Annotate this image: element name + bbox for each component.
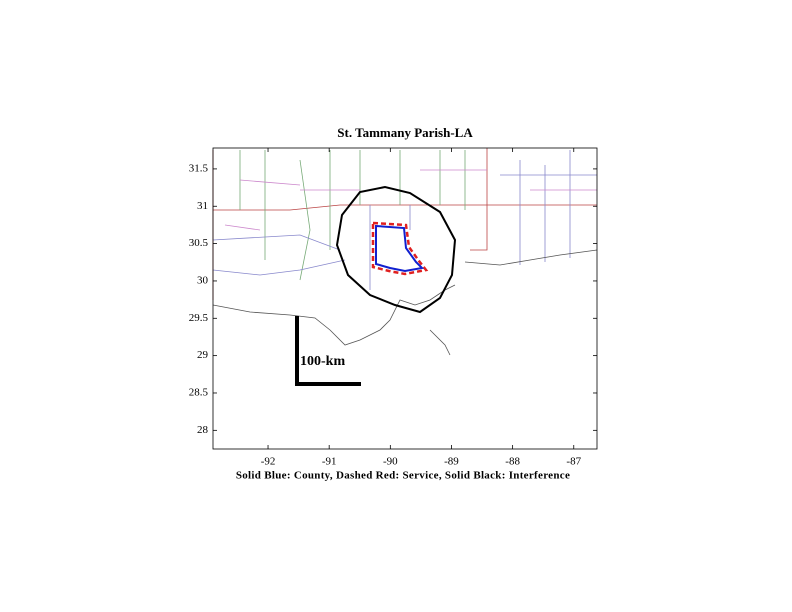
x-tick-label: -91 xyxy=(322,456,337,468)
y-tick-label: 31 xyxy=(197,200,208,212)
x-tick-label: -88 xyxy=(505,456,520,468)
x-tick-label: -89 xyxy=(444,456,459,468)
scale-label: 100-km xyxy=(300,354,345,369)
y-tick-label: 28 xyxy=(197,424,209,436)
coastline xyxy=(212,249,598,356)
y-tick-label: 30 xyxy=(197,274,209,286)
service-contour xyxy=(371,221,429,276)
x-tick-label: -92 xyxy=(261,456,276,468)
y-tick-label: 29 xyxy=(197,349,209,361)
interference-contour xyxy=(335,185,457,314)
map-layers xyxy=(212,147,598,450)
chart-title: St. Tammany Parish-LA xyxy=(337,125,473,140)
x-tick-label: -90 xyxy=(383,456,398,468)
scale-bar xyxy=(295,316,361,386)
y-tick-label: 29.5 xyxy=(189,312,209,324)
y-tick-label: 30.5 xyxy=(189,237,209,249)
x-tick-label: -87 xyxy=(566,456,581,468)
county-lines xyxy=(212,150,597,290)
plot-frame xyxy=(212,147,598,450)
county-lines xyxy=(239,150,466,281)
y-tick-label: 31.5 xyxy=(189,162,209,174)
x-axis-label: Solid Blue: County, Dashed Red: Service,… xyxy=(236,470,570,482)
county-lines xyxy=(224,169,597,231)
y-tick-label: 28.5 xyxy=(189,387,209,399)
county-outline xyxy=(375,224,425,273)
